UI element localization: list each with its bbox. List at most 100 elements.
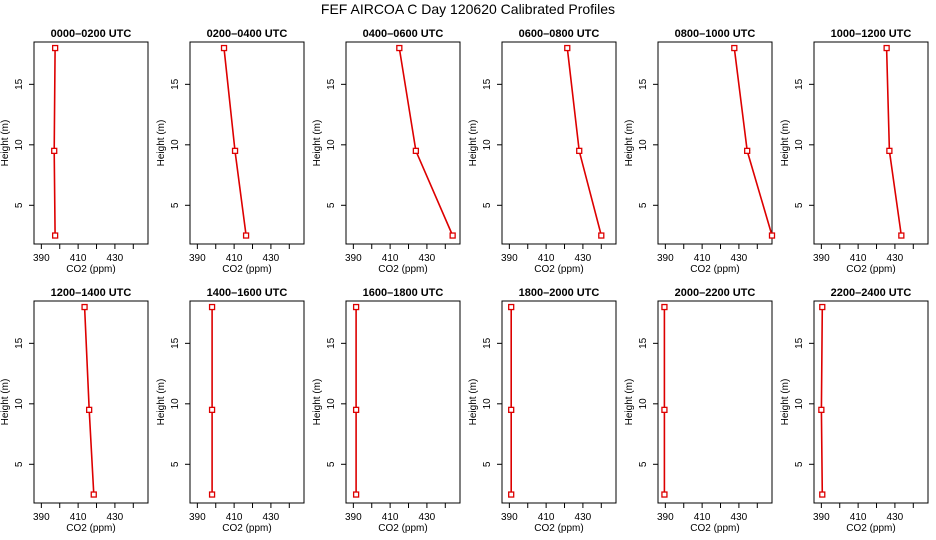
x-tick-label: 430 [263,512,280,523]
data-point [508,491,515,498]
x-tick-label: 410 [694,512,711,523]
data-point [508,406,515,414]
data-point [396,44,403,52]
data-point [883,44,890,52]
plot-frame [657,41,773,245]
plot-frame [345,300,461,504]
x-tick-label: 390 [33,512,50,523]
x-tick-label: 390 [189,512,206,523]
y-tick-label: 10 [638,139,649,151]
panel-title: 0000–0200 UTC [51,28,132,40]
x-tick-label: 390 [33,253,50,264]
data-point [449,232,456,239]
x-tick-label: 390 [657,253,674,264]
data-point [598,232,605,239]
x-tick-label: 430 [887,253,904,264]
x-tick-label: 390 [345,253,362,264]
y-tick-label: 10 [794,139,805,151]
panel-title: 1800–2000 UTC [519,287,600,299]
y-axis-label: Height (m) [312,379,323,426]
data-point [208,491,216,498]
y-axis-label: Height (m) [468,379,479,426]
x-tick-label: 410 [694,253,711,264]
data-point [352,491,360,498]
data-point [231,147,239,155]
plot-frame [189,300,305,504]
panel-title: 0800–1000 UTC [675,28,756,40]
x-tick-label: 410 [538,253,555,264]
x-axis-label: CO2 (ppm) [222,523,271,534]
data-point [352,303,360,311]
y-tick-label: 15 [638,78,649,90]
y-tick-label: 15 [794,78,805,90]
data-point [819,303,826,311]
panel-title: 1600–1800 UTC [363,287,444,299]
data-point [564,44,571,52]
x-tick-label: 410 [382,253,399,264]
data-point [412,147,420,155]
y-tick-label: 10 [482,139,493,151]
plot-frame [501,300,617,504]
x-tick-label: 390 [657,512,674,523]
y-tick-label: 5 [638,202,649,208]
y-tick-label: 5 [326,461,337,467]
figure-title: FEF AIRCOA C Day 120620 Calibrated Profi… [320,1,616,17]
y-tick-label: 15 [170,78,181,90]
profile-line [820,306,824,495]
profile-line [83,306,95,495]
panel-title: 1400–1600 UTC [207,287,288,299]
x-tick-label: 430 [887,512,904,523]
profile-line [53,47,56,236]
x-tick-label: 430 [575,253,592,264]
data-point [208,303,216,311]
x-axis-label: CO2 (ppm) [378,523,427,534]
y-tick-label: 10 [482,398,493,410]
x-axis-label: CO2 (ppm) [378,264,427,275]
x-tick-label: 410 [538,512,555,523]
x-tick-label: 430 [419,512,436,523]
x-tick-label: 410 [850,512,867,523]
panel-title: 2200–2400 UTC [831,287,912,299]
x-tick-label: 410 [70,512,87,523]
x-tick-label: 430 [107,512,124,523]
x-tick-label: 390 [813,512,830,523]
y-tick-label: 15 [170,337,181,349]
x-axis-label: CO2 (ppm) [690,523,739,534]
data-point [86,406,93,414]
y-tick-label: 5 [14,461,25,467]
y-tick-label: 15 [482,337,493,349]
x-tick-label: 410 [70,253,87,264]
data-point [886,147,893,155]
x-axis-label: CO2 (ppm) [690,264,739,275]
profile-line [223,47,247,236]
x-tick-label: 430 [263,253,280,264]
x-tick-label: 430 [731,253,748,264]
y-axis-label: Height (m) [468,120,479,167]
data-point [508,303,515,311]
x-axis-label: CO2 (ppm) [534,523,583,534]
x-tick-label: 390 [345,512,362,523]
x-tick-label: 430 [731,512,748,523]
data-point [661,406,668,414]
panel-title: 0400–0600 UTC [363,28,444,40]
x-axis-label: CO2 (ppm) [222,264,271,275]
plot-frame [345,41,461,245]
y-tick-label: 15 [638,337,649,349]
data-point [731,44,738,52]
x-tick-label: 410 [850,253,867,264]
data-point [661,491,668,498]
y-tick-label: 10 [170,398,181,410]
y-tick-label: 5 [326,202,337,208]
y-axis-label: Height (m) [156,379,167,426]
plot-frame [33,41,149,245]
y-tick-label: 15 [794,337,805,349]
